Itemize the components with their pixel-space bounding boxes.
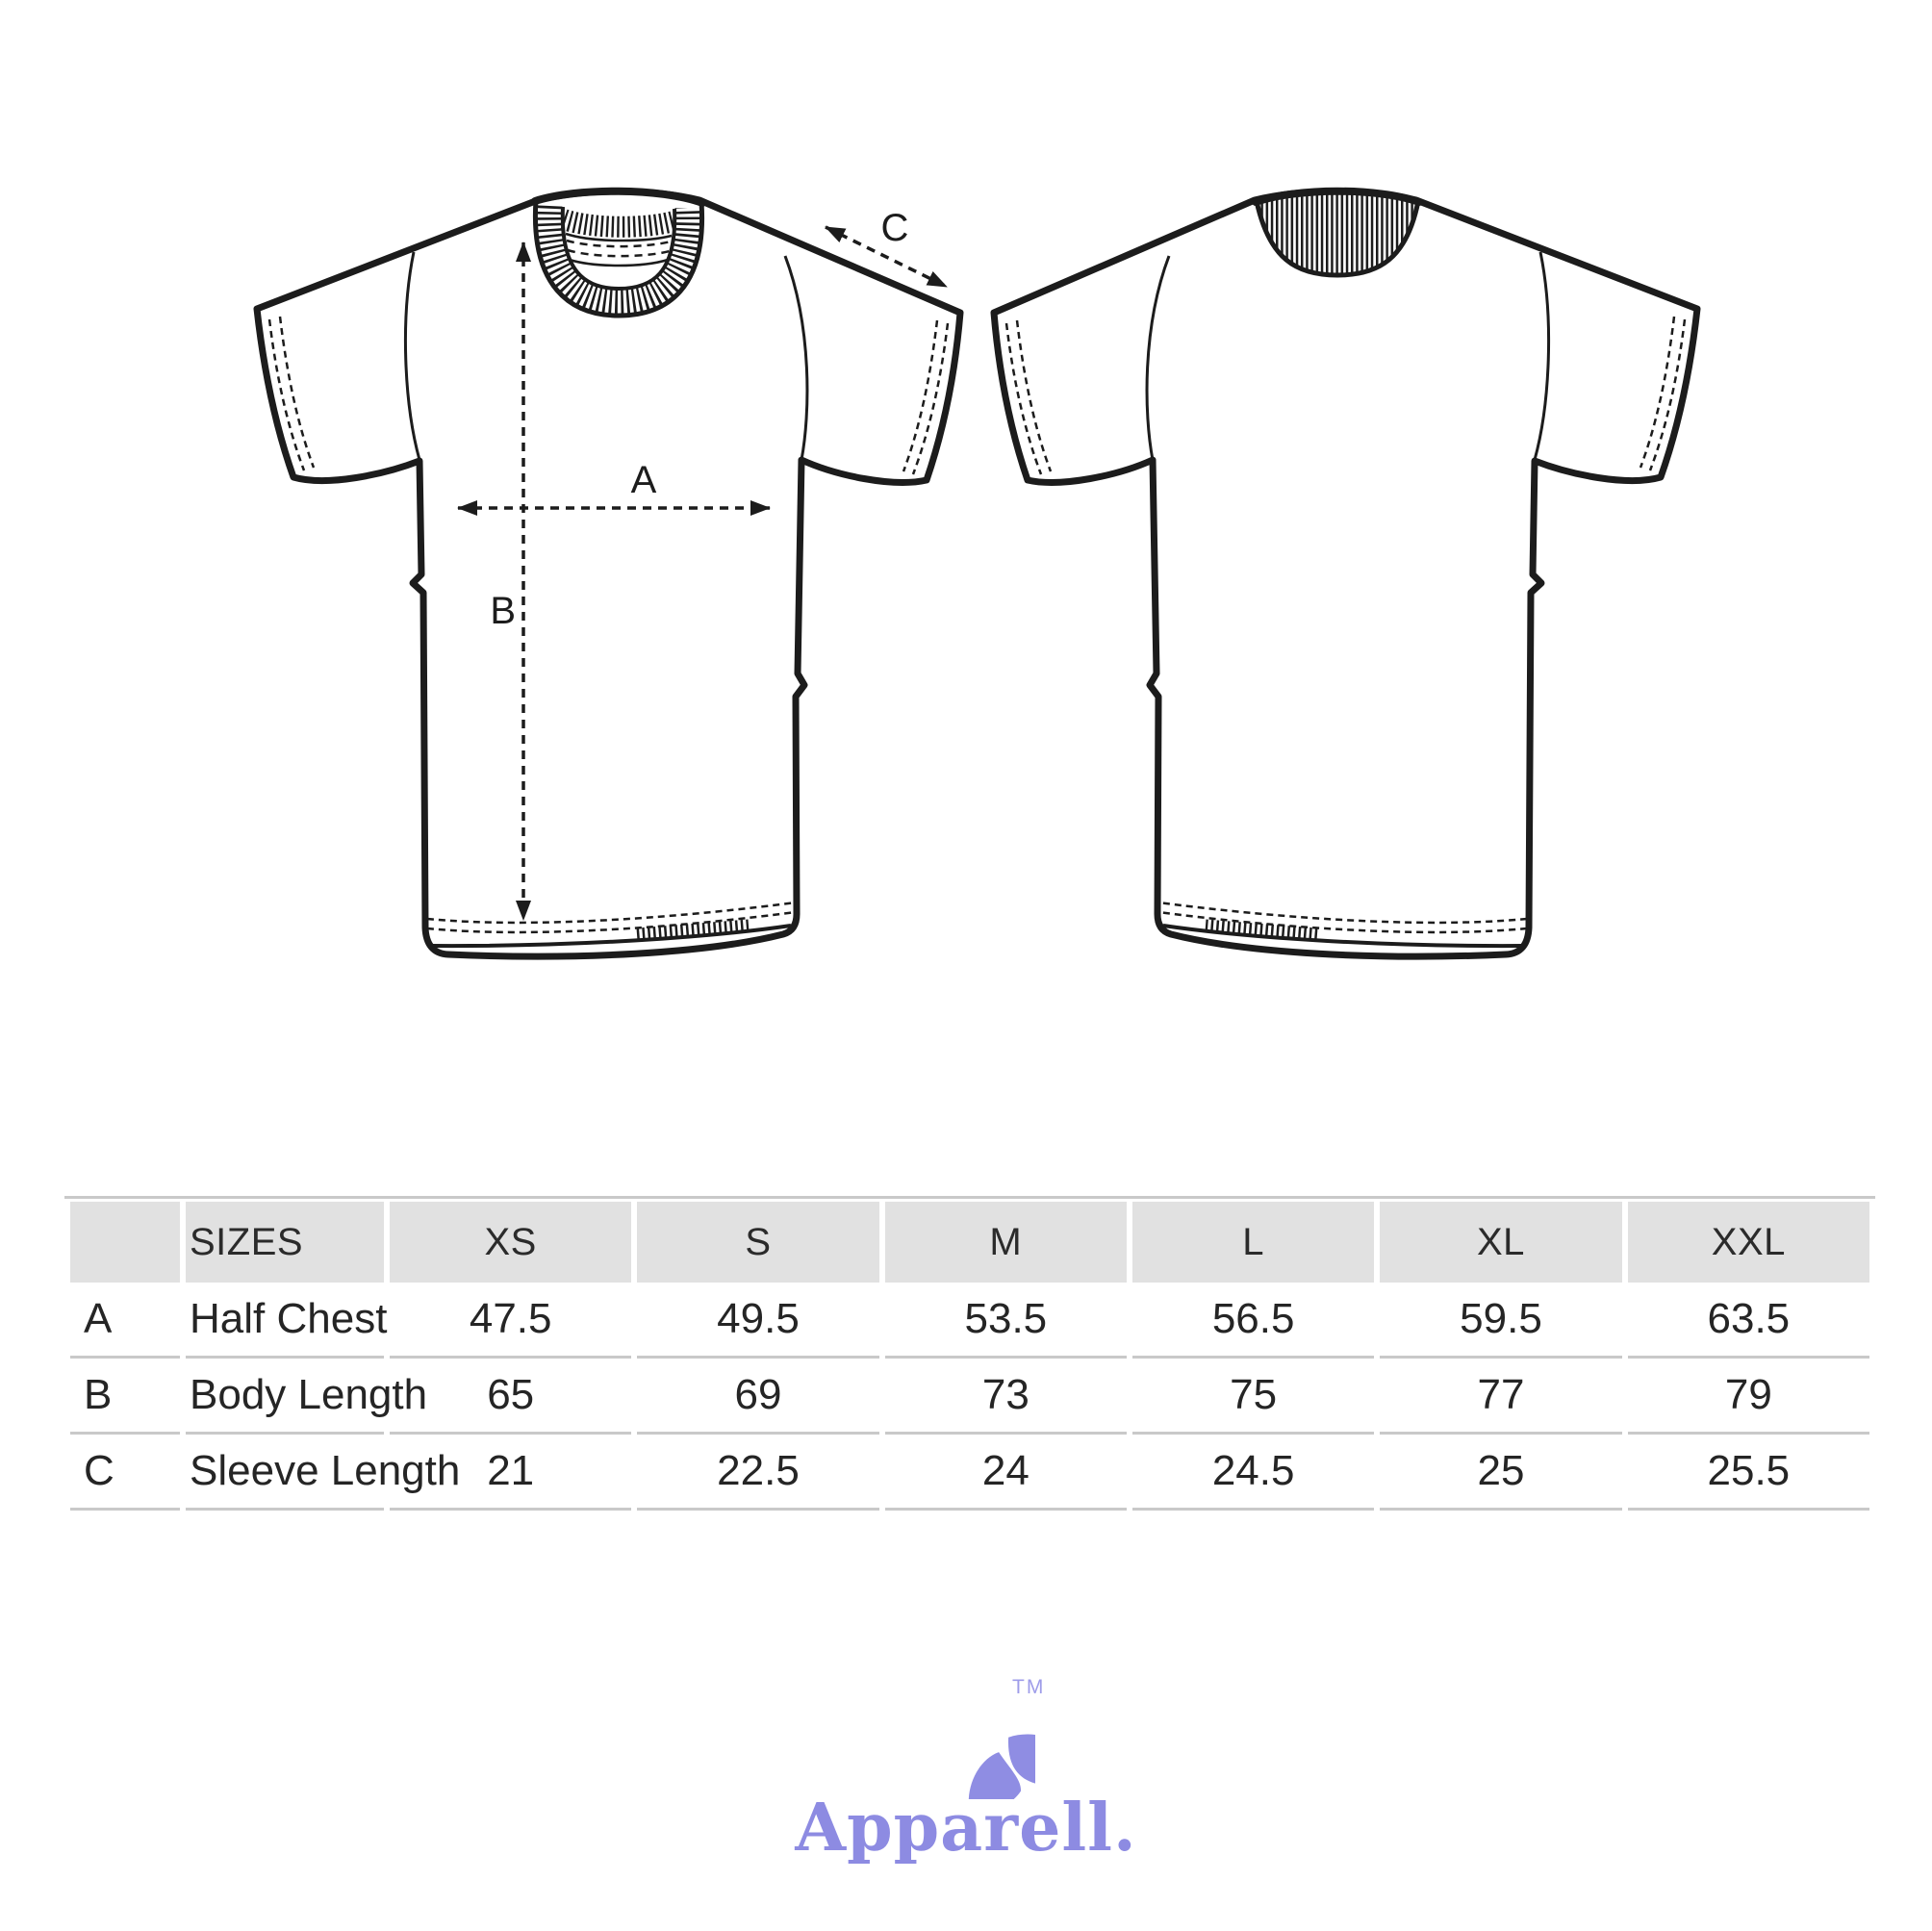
value-cell: 75 (1131, 1359, 1375, 1435)
table-row-sleeve-length: C Sleeve Length 21 22.5 24 24.5 25 25.5 (70, 1435, 1869, 1511)
size-table-header-row: SIZES XS S M L XL XXL (70, 1202, 1869, 1283)
value-cell: 59.5 (1380, 1283, 1622, 1359)
label-c: C (881, 207, 909, 249)
size-table: SIZES XS S M L XL XXL A Half Chest 47.5 … (64, 1202, 1875, 1511)
table-row-half-chest: A Half Chest 47.5 49.5 53.5 56.5 59.5 63… (70, 1283, 1869, 1359)
tshirt-back-view (994, 191, 1697, 956)
header-xxl: XXL (1627, 1202, 1869, 1283)
size-table-section: SIZES XS S M L XL XXL A Half Chest 47.5 … (64, 1196, 1875, 1511)
value-cell: 21 (390, 1435, 632, 1511)
brand-wordmark: Apparell. (795, 1790, 1137, 1867)
row-letter: B (70, 1359, 180, 1435)
row-label: Half Chest (186, 1283, 387, 1359)
label-a: A (631, 459, 657, 501)
value-cell: 69 (637, 1359, 879, 1435)
value-cell: 53.5 (884, 1283, 1127, 1359)
arrow-c-diagonal (825, 225, 948, 289)
label-b: B (490, 590, 516, 632)
row-label: Sleeve Length (186, 1435, 460, 1511)
row-letter: A (70, 1283, 180, 1359)
value-cell: 47.5 (390, 1283, 632, 1359)
value-cell: 79 (1627, 1359, 1869, 1435)
header-sizes: SIZES (186, 1202, 384, 1283)
tshirt-front-view: A B C (257, 191, 960, 956)
row-label: Body Length (186, 1359, 427, 1435)
header-xs: XS (390, 1202, 632, 1283)
value-cell: 25.5 (1627, 1435, 1869, 1511)
value-cell: 22.5 (637, 1435, 879, 1511)
value-cell: 73 (884, 1359, 1127, 1435)
value-cell: 25 (1380, 1435, 1622, 1511)
trademark-symbol: TM (1012, 1676, 1046, 1698)
value-cell: 77 (1380, 1359, 1622, 1435)
pinwheel-flower-icon (968, 1734, 1035, 1799)
header-m: M (884, 1202, 1127, 1283)
row-letter: C (70, 1435, 180, 1511)
header-letter-cell (70, 1202, 180, 1283)
value-cell: 49.5 (637, 1283, 879, 1359)
header-s: S (637, 1202, 879, 1283)
value-cell: 24 (884, 1435, 1127, 1511)
header-xl: XL (1380, 1202, 1622, 1283)
tshirt-diagram: A B C (0, 0, 1932, 1193)
header-l: L (1131, 1202, 1375, 1283)
value-cell: 63.5 (1627, 1283, 1869, 1359)
table-row-body-length: B Body Length 65 69 73 75 77 79 (70, 1359, 1869, 1435)
value-cell: 56.5 (1131, 1283, 1375, 1359)
measurement-arrows (457, 225, 948, 921)
value-cell: 24.5 (1131, 1435, 1375, 1511)
value-cell: 65 (390, 1359, 632, 1435)
brand-logo: TM (881, 1664, 1074, 1799)
